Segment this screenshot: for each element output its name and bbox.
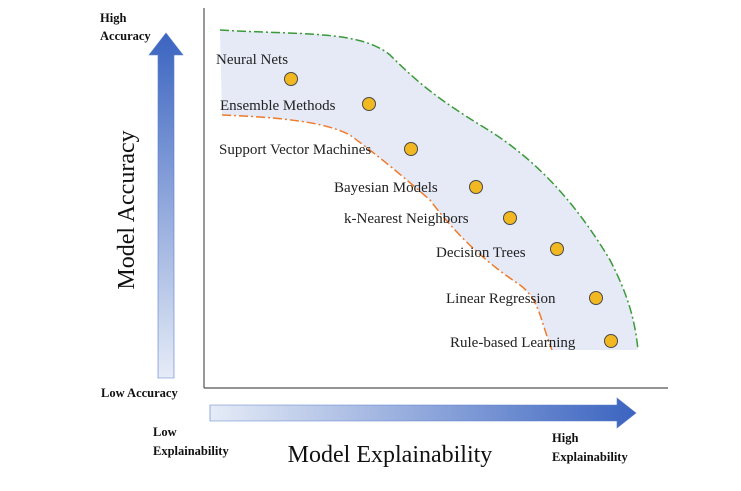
model-label: Bayesian Models <box>334 180 438 196</box>
model-point-bayesian-models: Bayesian Models <box>334 180 483 196</box>
model-point-linear-regression: Linear Regression <box>446 291 603 307</box>
low-explainability-label: Low <box>153 425 177 439</box>
explainability-arrow <box>209 397 637 429</box>
model-point-k-nearest-neighbors: k-Nearest Neighbors <box>344 211 517 227</box>
low-accuracy-label: Low Accuracy <box>101 386 178 400</box>
accuracy-arrow <box>148 32 184 379</box>
model-point-ensemble-methods: Ensemble Methods <box>220 97 376 114</box>
model-dot <box>469 180 483 194</box>
model-dot <box>404 142 418 156</box>
high-explainability-label: Explainability <box>552 450 628 464</box>
model-dot <box>362 97 376 111</box>
inner-boundary-line <box>221 114 553 351</box>
model-dot <box>589 291 603 305</box>
model-label: k-Nearest Neighbors <box>344 211 469 227</box>
model-dot <box>604 334 618 348</box>
model-point-support-vector-machines: Support Vector Machines <box>219 142 418 158</box>
model-point-rule-based-learning: Rule-based Learning <box>450 334 618 351</box>
model-label: Neural Nets <box>216 52 288 68</box>
model-dot <box>503 211 517 225</box>
model-label: Ensemble Methods <box>220 98 336 114</box>
model-label: Support Vector Machines <box>219 142 371 158</box>
y-axis-title: Model Accuracy <box>114 130 140 289</box>
model-dot <box>550 242 564 256</box>
x-axis-title: Model Explainability <box>288 442 493 468</box>
low-explainability-label: Explainability <box>153 444 229 458</box>
model-label: Linear Regression <box>446 291 556 307</box>
high-accuracy-label: Accuracy <box>100 29 151 43</box>
high-explainability-label: High <box>552 431 578 445</box>
model-region <box>220 30 638 350</box>
model-point-decision-trees: Decision Trees <box>436 242 564 261</box>
model-label: Decision Trees <box>436 245 526 261</box>
model-label: Rule-based Learning <box>450 335 576 351</box>
outer-boundary-line <box>219 29 639 351</box>
high-accuracy-label: High <box>100 11 126 25</box>
model-dot <box>284 72 298 86</box>
model-point-neural-nets: Neural Nets <box>216 52 298 86</box>
